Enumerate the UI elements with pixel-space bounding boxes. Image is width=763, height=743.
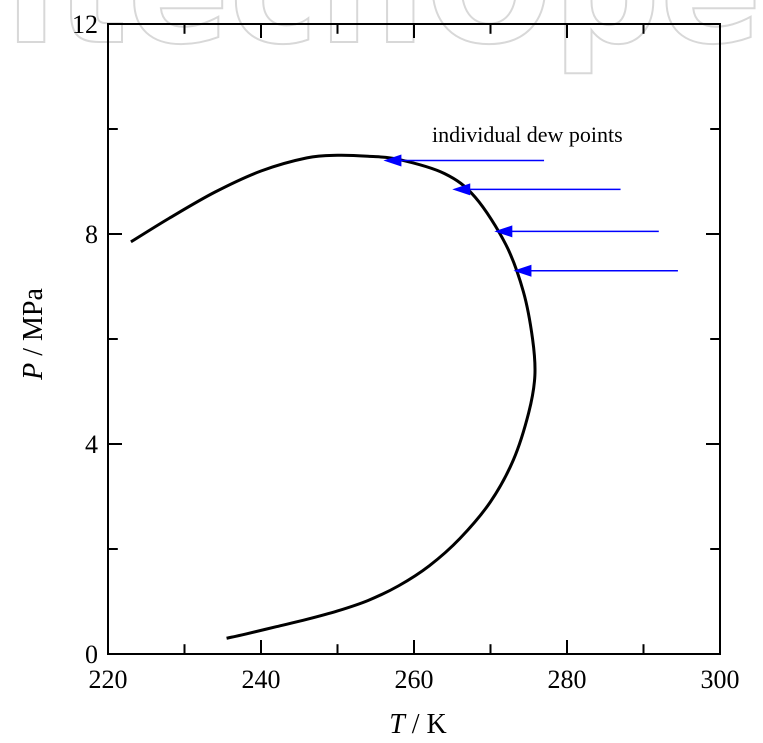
dew-point-arrows: [383, 154, 678, 277]
y-tick-label: 0: [85, 640, 98, 669]
x-axis-unit: / K: [405, 709, 447, 740]
x-axis-var: T: [389, 709, 407, 740]
x-tick-label: 260: [395, 665, 434, 694]
watermark-text: IntechOpen: [0, 0, 763, 78]
y-tick-label: 8: [85, 220, 98, 249]
y-axis-unit: / MPa: [18, 288, 49, 363]
x-axis-label: T / K: [389, 709, 447, 740]
dew-point-arrow-head: [494, 225, 513, 238]
plot-frame: [107, 23, 721, 655]
dew-point-arrow-head: [452, 183, 471, 196]
x-tick-label: 240: [242, 665, 281, 694]
y-tick-label: 4: [85, 430, 98, 459]
series-layer: [130, 153, 537, 640]
x-tick-label: 280: [548, 665, 587, 694]
dew-point-arrow-head: [513, 264, 532, 277]
x-tick-label: 220: [89, 665, 128, 694]
watermark: IntechOpen: [0, 0, 763, 79]
axis-ticks: [108, 24, 720, 654]
phase-envelope-line: [130, 153, 537, 640]
tick-labels: 220 240 260 280 300 0 4 8 12: [72, 10, 740, 694]
y-tick-label: 12: [72, 10, 98, 39]
x-tick-label: 300: [701, 665, 740, 694]
y-axis-var: P: [18, 363, 49, 381]
y-axis-label: P / MPa: [18, 288, 49, 381]
annotation-label: individual dew points: [432, 122, 623, 147]
dew-point-arrow-head: [383, 154, 402, 167]
